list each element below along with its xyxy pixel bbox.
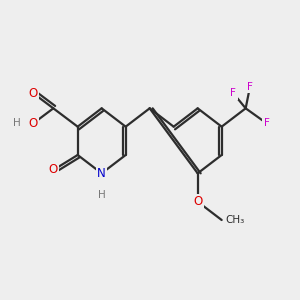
Text: CH₃: CH₃	[225, 215, 244, 225]
Text: N: N	[97, 167, 106, 180]
Text: F: F	[230, 88, 236, 98]
Text: O: O	[193, 195, 202, 208]
Text: H: H	[13, 118, 20, 128]
Text: O: O	[49, 164, 58, 176]
Text: F: F	[264, 118, 270, 128]
Text: H: H	[98, 190, 106, 200]
Text: O: O	[29, 117, 38, 130]
Text: F: F	[247, 82, 253, 92]
Text: O: O	[29, 87, 38, 100]
